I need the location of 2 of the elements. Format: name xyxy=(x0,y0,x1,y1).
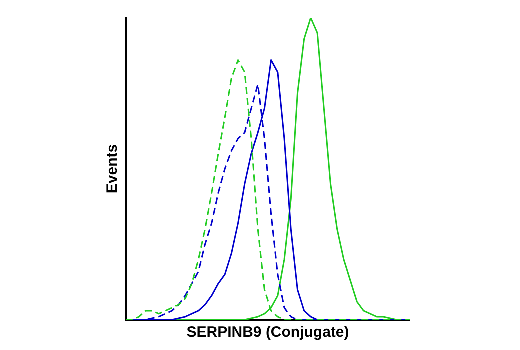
x-axis-title: SERPINB9 (Conjugate) xyxy=(186,324,350,342)
y-axis-title: Events xyxy=(104,144,122,194)
